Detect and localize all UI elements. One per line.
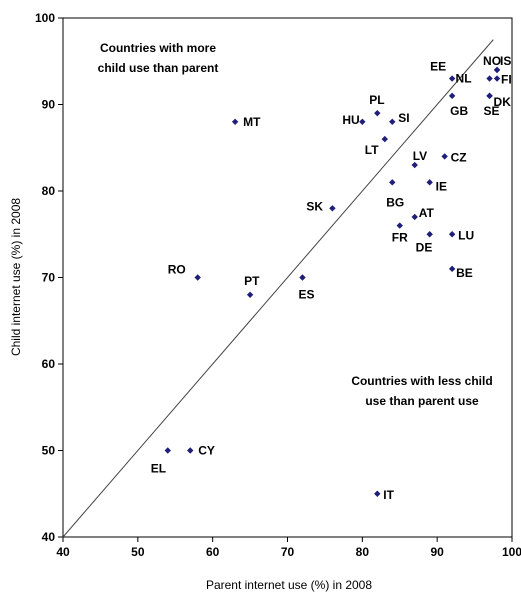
x-tick-label: 50 [131, 545, 145, 559]
point-label-fr: FR [392, 231, 408, 245]
data-point-ro [194, 274, 201, 281]
x-tick-label: 90 [430, 545, 444, 559]
region-annotation-line: use than parent use [365, 394, 479, 408]
data-point-sk [329, 205, 336, 212]
y-tick-label: 80 [42, 184, 56, 198]
data-point-ie [426, 179, 433, 186]
data-point-hu [359, 118, 366, 125]
data-point-it [374, 490, 381, 497]
point-label-de: DE [416, 240, 433, 254]
data-point-pl [374, 109, 381, 117]
data-point-mt [231, 118, 239, 125]
point-label-es: ES [298, 288, 314, 302]
y-tick-label: 50 [42, 444, 56, 458]
data-point-fr [396, 222, 403, 229]
point-label-el: EL [151, 462, 166, 476]
diagonal-reference-line [62, 39, 494, 538]
point-label-pl: PL [369, 93, 384, 107]
y-tick-label: 40 [42, 530, 56, 544]
data-point-fi [493, 75, 501, 82]
point-label-se: SE [484, 104, 500, 118]
plot-area: 40 50 60 70 80 90 100 40 50 60 70 80 90 100 Countries … [35, 11, 521, 559]
point-label-pt: PT [244, 274, 260, 288]
data-point-cz [441, 153, 448, 160]
data-point-si [389, 118, 396, 125]
point-label-si: SI [398, 111, 409, 125]
data-point-be [448, 265, 456, 273]
region-annotation-line: child use than parent [98, 61, 219, 75]
data-point-el [164, 447, 171, 454]
region-annotation-line: Countries with less child [351, 374, 492, 388]
point-label-be: BE [456, 266, 473, 280]
point-label-at: AT [419, 206, 435, 220]
point-label-nl: NL [456, 72, 472, 86]
point-label-no: NO [483, 54, 501, 68]
point-label-cy: CY [198, 444, 215, 458]
y-axis-title: Child internet use (%) in 2008 [9, 198, 23, 356]
data-point-at [411, 213, 418, 221]
data-point-es [299, 274, 306, 281]
y-tick-label: 100 [35, 11, 55, 25]
point-label-ee: EE [430, 60, 446, 74]
x-tick-label: 40 [56, 545, 70, 559]
point-label-is: IS [500, 54, 511, 68]
region-annotation-line: Countries with more [100, 41, 216, 55]
x-axis-title: Parent internet use (%) in 2008 [206, 578, 372, 592]
point-label-dk: DK [494, 95, 512, 109]
data-point-cy [187, 447, 194, 454]
data-point-bg [389, 179, 396, 186]
data-point-se [486, 92, 493, 100]
point-label-hu: HU [342, 113, 359, 127]
data-point-nl [486, 75, 493, 82]
point-label-lv: LV [413, 149, 427, 163]
y-tick-label: 70 [42, 271, 56, 285]
point-label-it: IT [383, 488, 394, 502]
data-point-lt [381, 135, 388, 143]
data-point-lv [411, 161, 418, 169]
point-label-lu: LU [458, 228, 474, 242]
point-label-cz: CZ [451, 150, 467, 164]
data-point-is [493, 66, 501, 74]
data-point-pt [246, 291, 254, 298]
y-tick-label: 60 [42, 357, 56, 371]
x-tick-label: 80 [356, 545, 370, 559]
data-point-ee [448, 75, 456, 82]
data-point-gb [448, 92, 456, 100]
x-tick-label: 100 [502, 545, 521, 559]
data-point-de [426, 231, 433, 238]
point-label-lt: LT [365, 143, 379, 157]
point-label-ro: RO [168, 263, 186, 277]
point-label-sk: SK [306, 199, 323, 213]
y-tick-label: 90 [42, 98, 56, 112]
point-label-gb: GB [450, 104, 468, 118]
x-tick-label: 70 [281, 545, 295, 559]
x-tick-label: 60 [206, 545, 220, 559]
point-label-bg: BG [386, 195, 404, 209]
point-label-fi: FI [501, 73, 512, 87]
point-label-mt: MT [243, 115, 261, 129]
point-label-ie: IE [436, 179, 447, 193]
data-point-lu [448, 231, 456, 238]
